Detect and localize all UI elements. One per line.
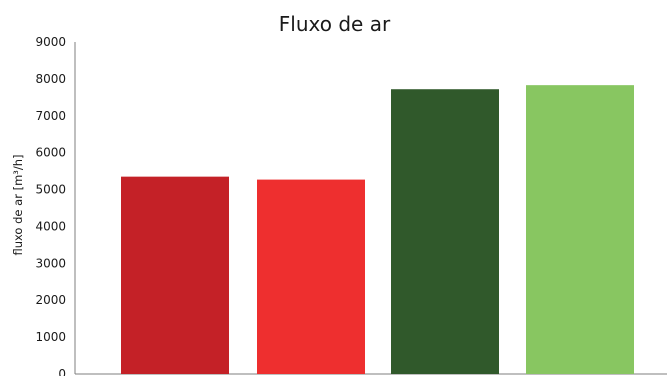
bar-3 <box>391 89 499 375</box>
y-tick-label: 2000 <box>35 293 66 307</box>
y-tick-label: 7000 <box>35 109 66 123</box>
y-tick-label: 5000 <box>35 183 66 197</box>
y-tick-label: 3000 <box>35 256 66 270</box>
y-tick-label: 1000 <box>35 330 66 344</box>
y-tick-label: 9000 <box>35 35 66 49</box>
bar-1 <box>121 176 229 374</box>
y-tick-label: 8000 <box>35 72 66 86</box>
chart-title: Fluxo de ar <box>278 12 391 36</box>
y-tick-label: 6000 <box>35 146 66 160</box>
bar-2 <box>257 179 365 374</box>
y-tick-label: 4000 <box>35 219 66 233</box>
y-tick-label: 0 <box>58 367 66 376</box>
bar-4 <box>526 85 634 374</box>
